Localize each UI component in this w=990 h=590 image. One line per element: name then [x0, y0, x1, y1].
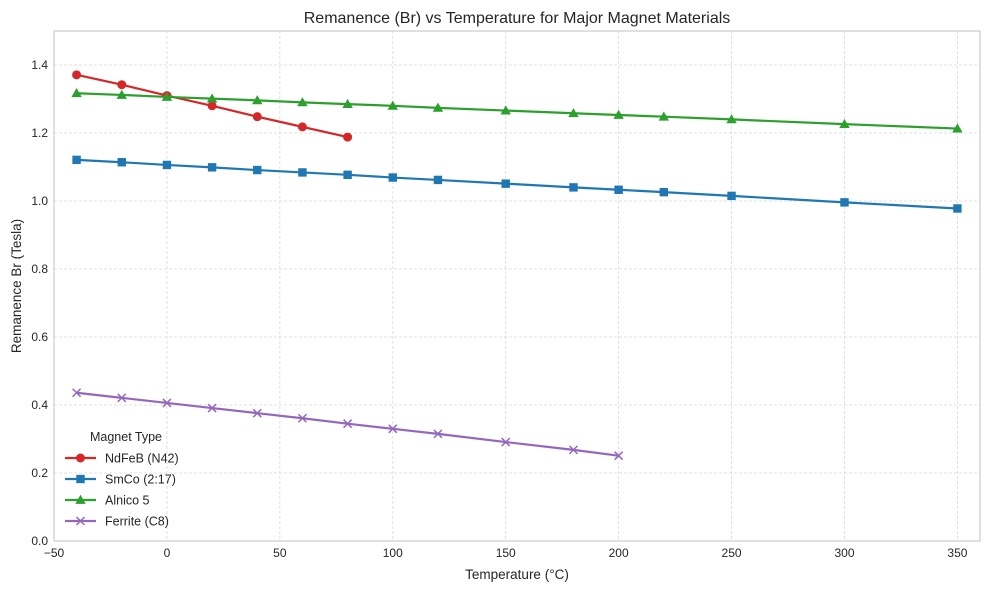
data-point: [343, 419, 353, 429]
data-point: [207, 403, 217, 413]
legend-entry: NdFeB (N42): [65, 452, 179, 466]
data-point: [658, 111, 670, 121]
legend: Magnet Type NdFeB (N42) SmCo (2:17) Alnico…: [65, 430, 179, 529]
x-tick-label: 250: [722, 546, 742, 560]
y-tick-label: 0.8: [31, 262, 48, 276]
series-line: [76, 92, 958, 130]
data-point: [613, 109, 624, 119]
data-point: [500, 105, 511, 115]
data-point: [342, 98, 353, 108]
plot-area: [54, 31, 980, 541]
legend-entries: NdFeB (N42) SmCo (2:17) Alnico 5 Ferrite (C…: [65, 452, 179, 529]
data-point: [71, 88, 82, 98]
data-point: [432, 102, 444, 112]
x-tick-label: 200: [609, 546, 629, 560]
legend-label: NdFeB (N42): [105, 452, 179, 466]
data-point: [72, 70, 82, 80]
data-point: [117, 393, 127, 403]
data-point: [162, 160, 172, 170]
data-point: [614, 185, 623, 194]
data-point: [252, 95, 263, 105]
series-layer: [71, 70, 963, 461]
data-point: [117, 158, 126, 167]
y-axis-label: Remanence Br (Tesla): [9, 219, 24, 353]
data-point: [253, 165, 262, 175]
data-point: [207, 101, 217, 111]
data-point: [659, 187, 669, 197]
data-point: [162, 398, 172, 408]
data-point: [568, 445, 578, 455]
x-tick-labels: −50 0 50 100 150 200 250 300 350: [44, 546, 968, 560]
legend-label: Alnico 5: [105, 494, 150, 508]
series-line: [76, 391, 619, 457]
data-point: [252, 112, 262, 122]
data-point: [297, 97, 308, 107]
legend-marker: [76, 453, 85, 463]
y-tick-label: 0.6: [31, 330, 48, 344]
data-point: [614, 451, 624, 461]
data-point: [501, 437, 511, 447]
data-point: [840, 198, 849, 207]
legend-label: Ferrite (C8): [105, 515, 169, 529]
x-axis-label: Temperature (°C): [465, 567, 569, 582]
legend-entry: SmCo (2:17): [65, 473, 176, 487]
legend-title: Magnet Type: [90, 430, 162, 444]
data-point: [388, 424, 398, 434]
y-tick-label: 1.2: [31, 126, 48, 140]
data-point: [433, 429, 443, 439]
x-tick-label: 150: [496, 546, 516, 560]
axes-frame: [53, 30, 981, 542]
data-point: [343, 170, 352, 180]
data-point: [387, 100, 398, 110]
series-line: [76, 158, 958, 210]
series-ferrite-c8: [72, 388, 624, 461]
x-tick-label: 350: [947, 546, 967, 560]
data-point: [297, 122, 307, 132]
legend-marker: [75, 516, 86, 526]
legend-marker: [75, 494, 86, 504]
data-point: [206, 93, 218, 103]
x-tick-label: 100: [383, 546, 403, 560]
data-point: [839, 118, 850, 129]
y-tick-labels: 0.0 0.2 0.4 0.6 0.8 1.0 1.2 1.4: [31, 58, 48, 548]
data-point: [117, 80, 127, 90]
series-alnico-5: [71, 88, 963, 133]
x-tick-label: 50: [273, 546, 287, 560]
plot-background: [54, 31, 980, 541]
data-point: [388, 173, 397, 182]
data-point: [568, 108, 579, 118]
data-point: [726, 114, 737, 124]
x-tick-label: −50: [44, 546, 65, 560]
data-point: [953, 204, 962, 213]
data-point: [252, 408, 262, 418]
y-tick-label: 0.2: [31, 466, 48, 480]
data-point: [207, 163, 217, 172]
data-point: [433, 175, 443, 185]
data-point: [298, 168, 307, 177]
data-point: [116, 89, 127, 99]
legend-label: SmCo (2:17): [105, 473, 176, 487]
data-point: [343, 132, 353, 142]
chart-title: Remanence (Br) vs Temperature for Major …: [304, 10, 731, 27]
data-point: [72, 388, 82, 398]
x-tick-label: 300: [834, 546, 854, 560]
y-tick-label: 0.4: [31, 398, 48, 412]
y-tick-label: 1.4: [31, 58, 48, 72]
y-tick-label: 0.0: [31, 534, 48, 548]
legend-marker: [76, 474, 85, 484]
data-point: [72, 155, 81, 165]
legend-entry: Ferrite (C8): [65, 515, 169, 529]
data-point: [569, 183, 578, 192]
data-point: [727, 191, 736, 201]
data-point: [161, 91, 173, 101]
data-point: [501, 179, 510, 188]
data-point: [952, 123, 963, 133]
series-smco-2-17: [72, 155, 962, 213]
data-point: [297, 413, 307, 423]
legend-entry: Alnico 5: [65, 494, 150, 508]
x-tick-label: 0: [164, 546, 171, 560]
y-tick-label: 1.0: [31, 194, 48, 208]
